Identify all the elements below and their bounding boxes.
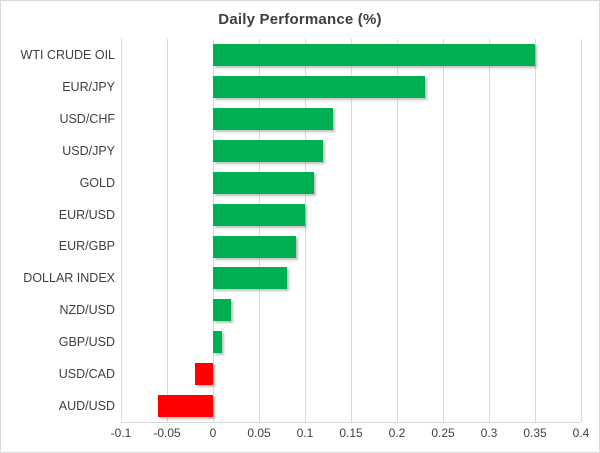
chart-title: Daily Performance (%) — [218, 11, 382, 28]
category-label: GOLD — [79, 175, 115, 190]
bar-nzd-usd — [213, 299, 232, 322]
bar-wti-crude-oil — [213, 44, 535, 66]
bar-gbp-usd — [213, 331, 223, 354]
plot-area — [121, 39, 582, 423]
gridline — [259, 39, 260, 422]
category-label: DOLLAR INDEX — [23, 271, 115, 286]
category-label: NZD/USD — [59, 303, 115, 318]
x-tick-label: 0.35 — [523, 426, 547, 440]
x-tick-label: -0.1 — [110, 426, 132, 440]
bar-eur-jpy — [213, 75, 425, 98]
gridline — [397, 39, 398, 422]
bar-dollar-index — [213, 267, 287, 290]
x-tick-label: 0 — [209, 426, 217, 440]
gridline — [167, 39, 168, 422]
bar-usd-cad — [194, 363, 213, 386]
category-label: USD/JPY — [62, 143, 115, 158]
category-label: EUR/JPY — [62, 79, 115, 94]
bar-eur-usd — [213, 203, 305, 226]
bar-eur-gbp — [213, 235, 296, 258]
bar-usd-jpy — [213, 139, 324, 162]
bar-aud-usd — [157, 395, 213, 417]
x-tick-label: 0.15 — [339, 426, 363, 440]
gridline — [121, 39, 122, 422]
x-axis: -0.1 -0.05 0 0.05 0.1 0.15 0.2 0.25 0.3 0.35 0.4 — [1, 426, 599, 446]
bar-usd-chf — [213, 107, 333, 130]
category-label: EUR/GBP — [58, 239, 115, 254]
category-label: AUD/USD — [58, 399, 115, 414]
x-tick-label: 0.2 — [388, 426, 406, 440]
x-tick-label: 0.25 — [431, 426, 455, 440]
category-labels: WTI CRUDE OIL EUR/JPY USD/CHF USD/JPY GOLD EU… — [1, 39, 115, 422]
gridline — [581, 39, 582, 422]
gridline — [305, 39, 306, 422]
category-label: GBP/USD — [58, 335, 115, 350]
x-tick-label: 0.3 — [480, 426, 498, 440]
category-label: EUR/USD — [58, 207, 115, 222]
gridline — [213, 39, 214, 422]
x-tick-label: 0.05 — [247, 426, 271, 440]
x-tick-label: -0.05 — [153, 426, 181, 440]
category-label: WTI CRUDE OIL — [20, 47, 115, 62]
bar-gold — [213, 171, 315, 194]
category-label: USD/CHF — [59, 111, 115, 126]
gridline — [351, 39, 352, 422]
gridline — [535, 39, 536, 422]
gridline — [489, 39, 490, 422]
gridline — [443, 39, 444, 422]
category-label: USD/CAD — [58, 367, 115, 382]
x-tick-label: 0.1 — [296, 426, 314, 440]
x-tick-label: 0.4 — [572, 426, 590, 440]
